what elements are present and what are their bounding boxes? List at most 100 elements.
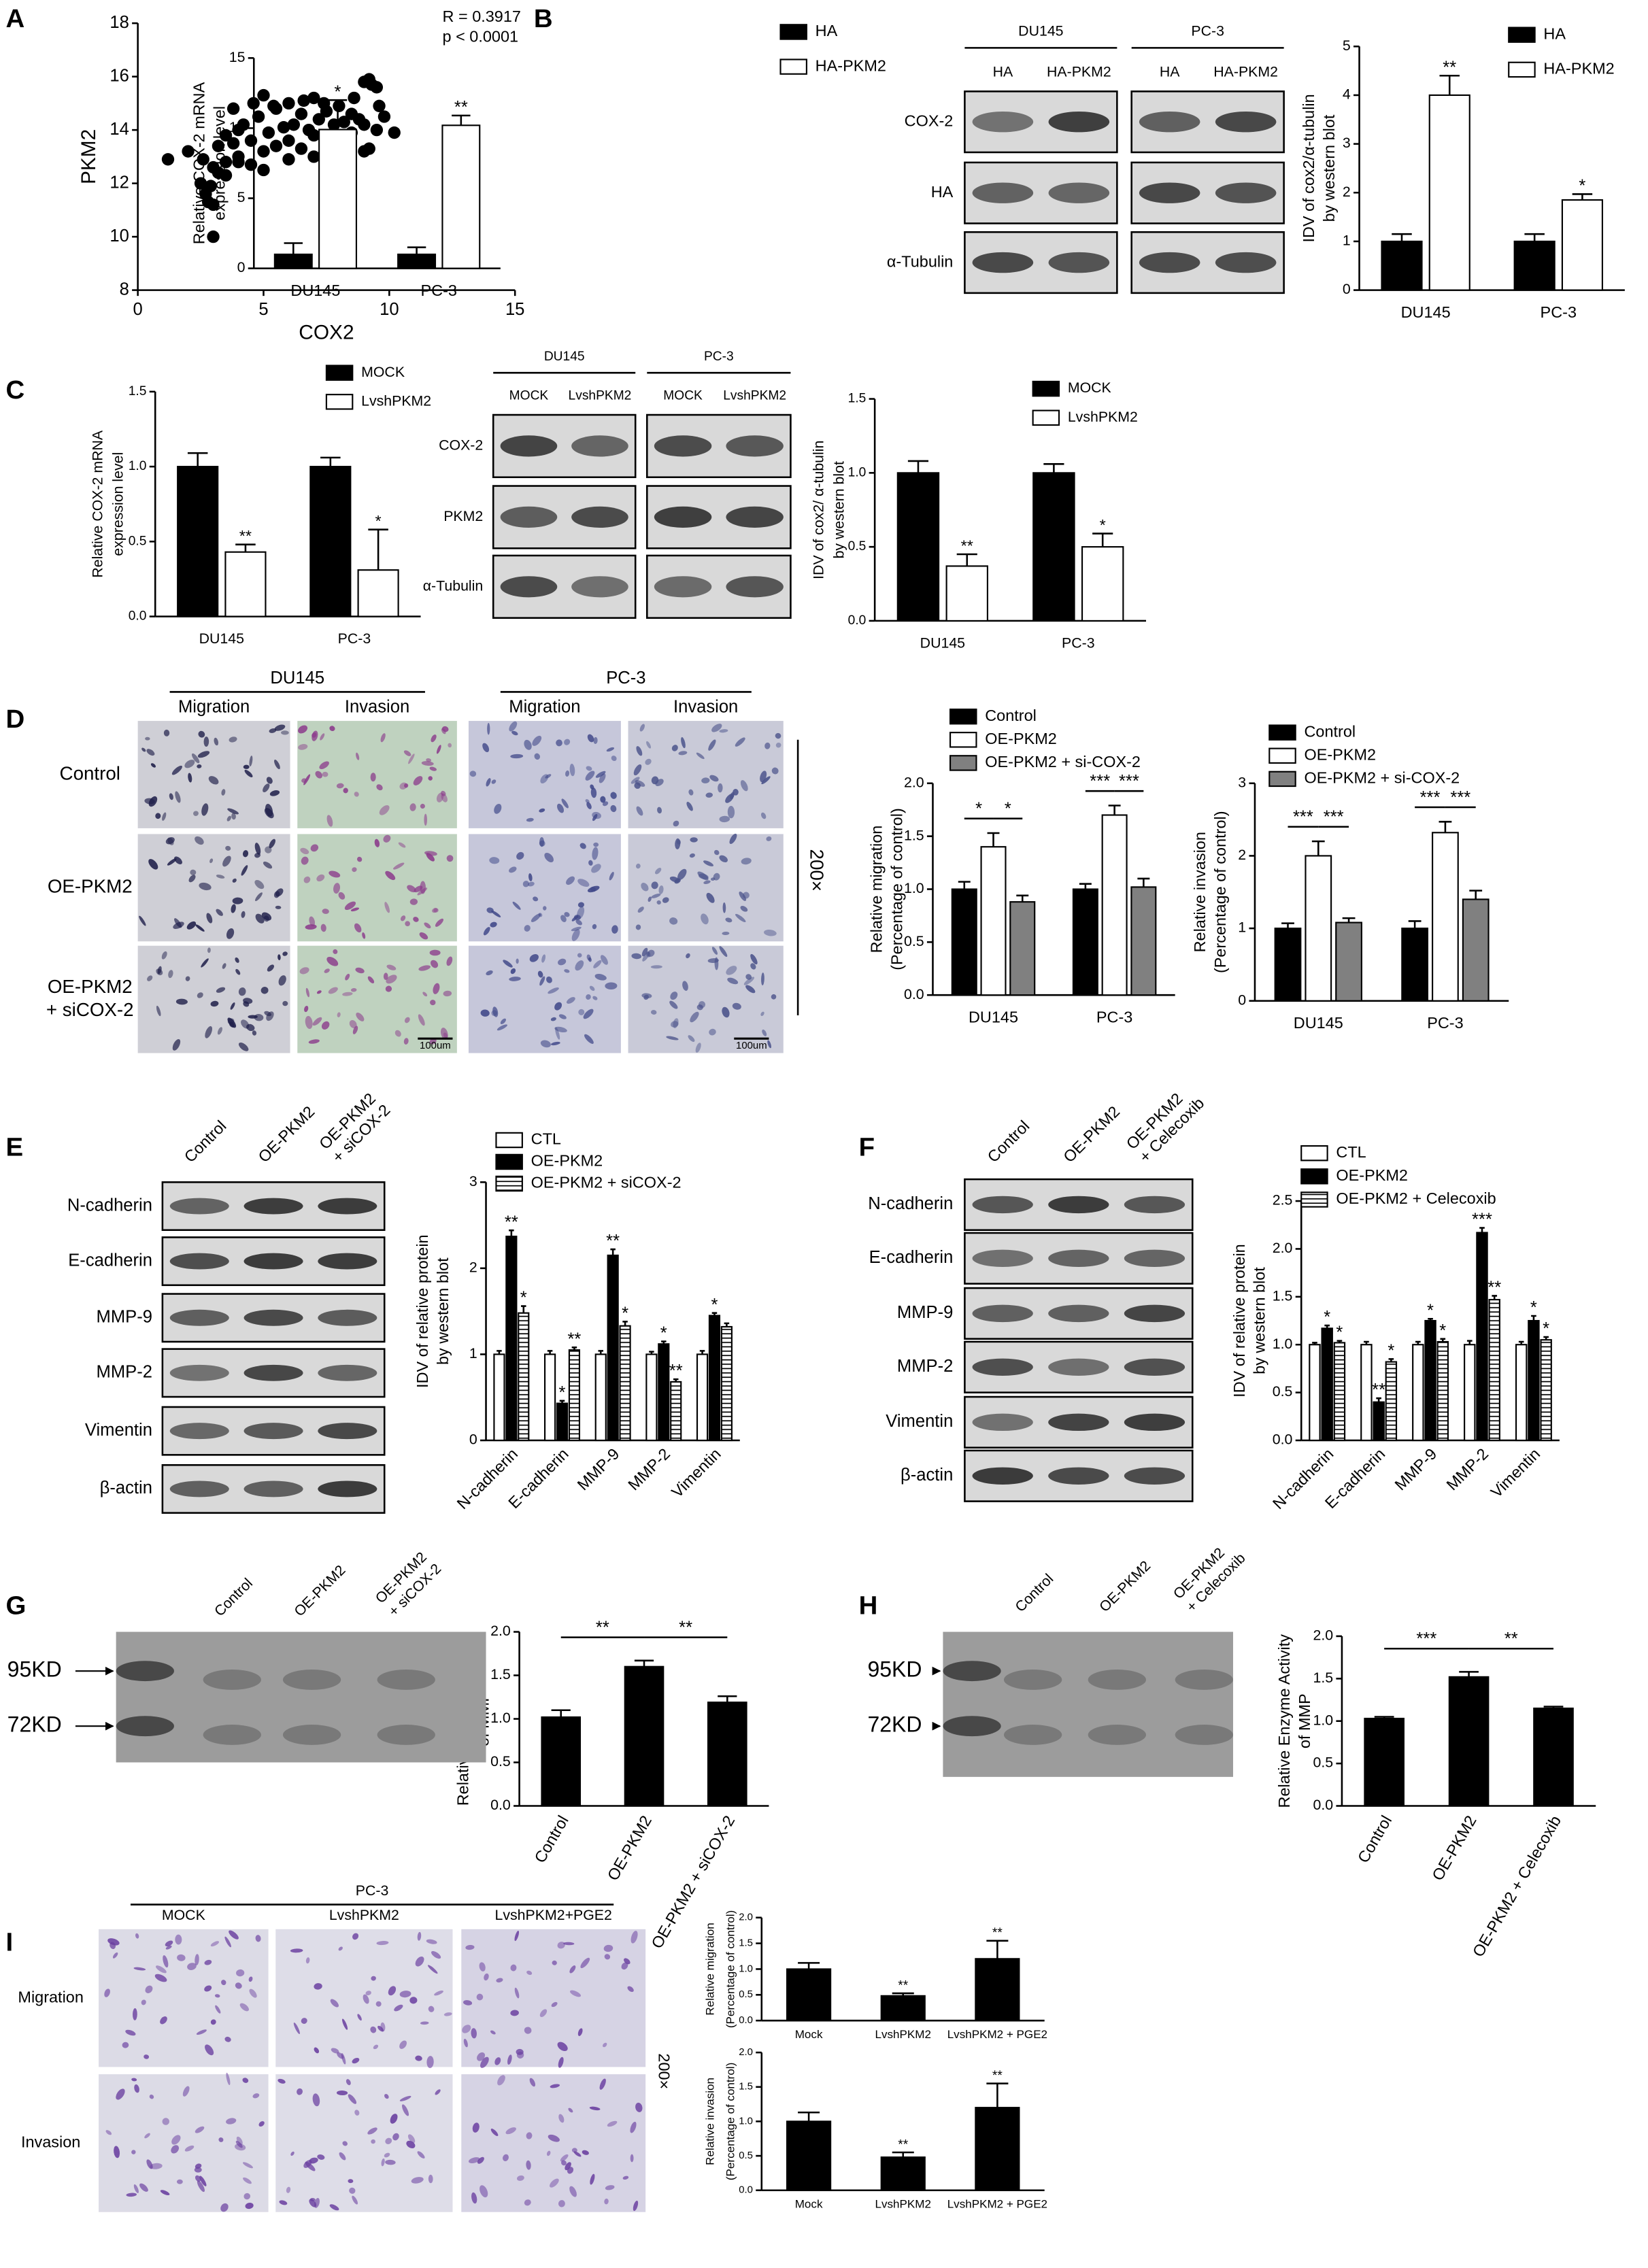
- cell: [220, 2203, 229, 2212]
- x-tick-label: 15: [505, 300, 524, 319]
- cell: [594, 974, 607, 981]
- error-bar: [892, 2151, 914, 2158]
- blot-band: [1124, 1358, 1185, 1376]
- panel-letter: I: [6, 1927, 14, 1957]
- y-tick-label: 3: [1238, 774, 1246, 790]
- cell: [185, 976, 190, 981]
- micrograph-image: [628, 945, 784, 1053]
- cell: [419, 932, 428, 940]
- blot-band: [1124, 1467, 1185, 1485]
- cell: [764, 742, 771, 749]
- cell: [167, 858, 177, 866]
- gel-band: [943, 1661, 1001, 1682]
- cell: [678, 751, 688, 756]
- error-bar: [407, 246, 426, 254]
- point: [365, 78, 378, 91]
- cell: [197, 764, 202, 768]
- cell: [560, 2154, 569, 2162]
- cell: [404, 1017, 410, 1023]
- cell: [658, 885, 664, 894]
- cell: [591, 864, 601, 873]
- point: [219, 169, 233, 182]
- cell: [255, 892, 263, 902]
- cell: [476, 1993, 484, 2001]
- y-tick-label: 2: [1343, 184, 1351, 200]
- blot-band: [1124, 1249, 1185, 1268]
- cell: [569, 764, 575, 777]
- y-tick-label: 1: [1343, 233, 1351, 249]
- cell: [232, 878, 237, 883]
- cell: [177, 1954, 186, 1961]
- blot-band: [1124, 1196, 1185, 1214]
- cell: [417, 887, 428, 896]
- cell: [235, 957, 239, 963]
- column-label: LvshPKM2: [329, 1907, 399, 1923]
- cell: [509, 866, 517, 873]
- cell: [198, 730, 205, 738]
- blot-band: [500, 435, 558, 457]
- bar: [493, 1353, 505, 1442]
- cell: [564, 969, 570, 973]
- cell: [249, 1988, 257, 1998]
- y-tick-label: 0.5: [490, 1753, 511, 1770]
- cell: [255, 913, 265, 924]
- cell: [392, 862, 405, 870]
- cell: [490, 2129, 499, 2137]
- cell: [732, 1002, 741, 1010]
- cell: [197, 992, 203, 998]
- scale-bar-label: 100um: [736, 1040, 767, 1051]
- error-bar: [892, 1992, 914, 1996]
- cell: [448, 743, 452, 748]
- bar: [1436, 1340, 1449, 1442]
- gel-band: [377, 1725, 435, 1745]
- micrograph-image: [628, 834, 784, 942]
- cell: [269, 839, 275, 849]
- row-label: β-actin: [901, 1466, 953, 1485]
- point: [297, 94, 310, 107]
- gel-image: [943, 1631, 1233, 1777]
- cell: [242, 2078, 249, 2083]
- cell: [503, 2154, 509, 2161]
- cell: [355, 967, 365, 974]
- blot-band: [972, 1304, 1033, 1323]
- cell: [305, 987, 309, 998]
- gel-band: [1003, 1725, 1062, 1745]
- error-bar: [235, 543, 256, 552]
- cell: [301, 856, 309, 865]
- cell: [205, 2044, 214, 2056]
- cell: [278, 975, 286, 986]
- bar: [1462, 898, 1490, 1002]
- y-tick-label: 1.5: [490, 1666, 511, 1682]
- significance-label: ***: [1090, 772, 1110, 791]
- point: [373, 99, 386, 112]
- error-bar: [987, 832, 1000, 847]
- cell: [384, 2152, 390, 2158]
- cell: [116, 2088, 125, 2100]
- y-tick-label: 3: [1343, 135, 1351, 151]
- x-tick-label: Mock: [795, 2198, 823, 2211]
- cell: [328, 987, 338, 994]
- cell: [603, 1944, 613, 1952]
- cell: [633, 764, 642, 776]
- bar: [1381, 240, 1423, 291]
- cell: [655, 868, 662, 875]
- error-bar: [1043, 463, 1064, 473]
- y-axis-label: Relative COX-2 mRNA: [190, 82, 208, 244]
- bar: [1360, 1344, 1373, 1442]
- cell: [701, 913, 709, 925]
- cell: [339, 2152, 346, 2161]
- blot-band: [1048, 1467, 1109, 1485]
- cell: [203, 737, 209, 747]
- cell: [415, 2055, 422, 2061]
- y-tick-label: 2.0: [1313, 1627, 1334, 1644]
- cell: [703, 880, 711, 884]
- cell: [367, 2127, 377, 2135]
- blot-band: [1215, 252, 1277, 273]
- cell: [420, 2021, 429, 2025]
- cell: [417, 1931, 422, 1941]
- cell: [656, 900, 661, 905]
- blot-band: [1215, 111, 1277, 133]
- error-bar: [1479, 1227, 1485, 1233]
- cell: [524, 925, 531, 932]
- blot-band: [500, 506, 558, 528]
